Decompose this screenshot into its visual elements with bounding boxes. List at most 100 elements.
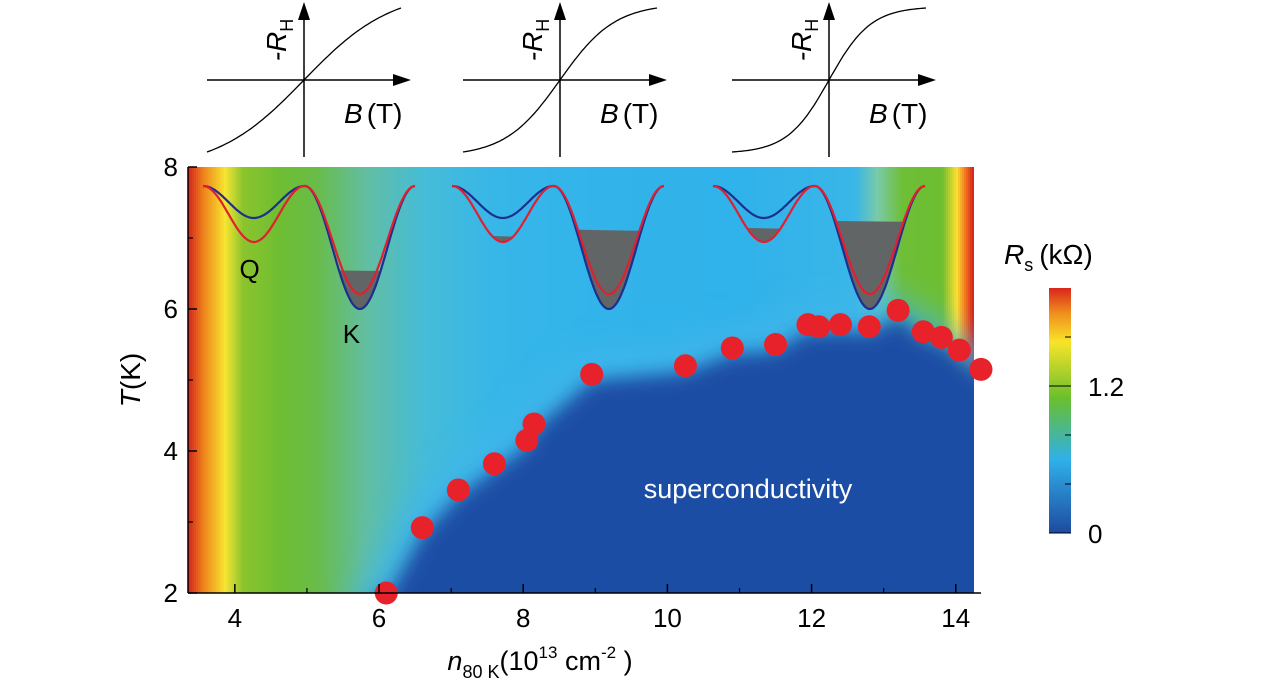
- heatmap-strip: [452, 167, 455, 593]
- heatmap-strip: [508, 167, 511, 593]
- x-axis-label-exp2: -2: [601, 643, 616, 662]
- heatmap-strip: [242, 167, 245, 593]
- k-valley-fill: [576, 229, 642, 309]
- y-axis-label: T(K): [115, 353, 146, 407]
- heatmap-strip: [444, 167, 447, 593]
- heatmap-strip: [262, 167, 265, 593]
- tc-points: [374, 298, 993, 605]
- heatmap-strip: [360, 167, 363, 593]
- heatmap-strip: [204, 167, 207, 593]
- heatmap-strip: [240, 167, 243, 593]
- heatmap-strip: [286, 167, 289, 593]
- heatmap-strip: [206, 167, 209, 593]
- heatmap-strip: [356, 167, 359, 593]
- heatmap-strip: [266, 167, 269, 593]
- heatmap-strip: [512, 167, 515, 593]
- heatmap-strip: [270, 167, 273, 593]
- heatmap-strip: [200, 167, 203, 593]
- heatmap-strip: [446, 167, 449, 593]
- heatmap-strip: [516, 167, 519, 593]
- heatmap-strip: [346, 167, 349, 593]
- heatmap-strip: [314, 167, 317, 593]
- heatmap-strip: [532, 167, 535, 593]
- heatmap-strip: [504, 167, 507, 593]
- heatmap-strip: [470, 167, 473, 593]
- heatmap-strip: [284, 167, 287, 593]
- heatmap-strip: [216, 167, 219, 593]
- tc-point: [720, 336, 744, 360]
- heatmap-strip: [268, 167, 271, 593]
- heatmap-strip: [418, 167, 421, 593]
- hall-x-label: B (T): [869, 98, 927, 129]
- heatmap-strip: [210, 167, 213, 593]
- heatmap-strip: [514, 167, 517, 593]
- heatmap-strip: [288, 167, 291, 593]
- x-axis-label-main: n: [447, 646, 462, 676]
- heatmap-strip: [352, 167, 355, 593]
- band-curve-red: [202, 184, 416, 296]
- hall-x-arrow: [393, 74, 411, 86]
- heatmap-strip: [484, 167, 487, 593]
- q-valley-fill: [747, 228, 781, 242]
- x-tick-label: 6: [372, 603, 386, 633]
- heatmap-strip: [218, 167, 221, 593]
- heatmap-strip: [410, 167, 413, 593]
- heatmap-strip: [316, 167, 319, 593]
- tc-point: [947, 338, 971, 362]
- hall-x-label-units: (T): [367, 98, 403, 129]
- colorbar-label-main: R: [1004, 239, 1024, 270]
- heatmap-strip: [310, 167, 313, 593]
- heatmap-strip: [254, 167, 257, 593]
- heatmap-strip: [456, 167, 459, 593]
- heatmap-strip: [236, 167, 239, 593]
- x-axis-label-units-mid: cm: [557, 646, 601, 676]
- heatmap-strip: [428, 167, 431, 593]
- hall-x-arrow: [918, 74, 936, 86]
- heatmap-strip: [244, 167, 247, 593]
- heatmap-strip: [300, 167, 303, 593]
- heatmap-strip: [274, 167, 277, 593]
- band-curve-red: [712, 184, 926, 296]
- hall-x-label: B (T): [600, 98, 658, 129]
- heatmap-strip: [396, 167, 399, 593]
- band-inset: QK: [202, 184, 416, 349]
- heatmap-strip: [350, 167, 353, 593]
- heatmap-strip: [328, 167, 331, 593]
- heatmap-strip: [462, 167, 465, 593]
- hall-x-label-units: (T): [623, 98, 659, 129]
- heatmap-strip: [442, 167, 445, 593]
- heatmap-strip: [332, 167, 335, 593]
- heatmap-strip: [376, 167, 379, 593]
- valley-label-k: K: [343, 319, 361, 349]
- colorbar-label-sub: s: [1024, 255, 1033, 275]
- band-inset: [451, 184, 665, 311]
- tc-point: [673, 354, 697, 378]
- heatmap-strip: [342, 167, 345, 593]
- hall-x-label-main: B: [869, 98, 888, 129]
- heatmap-strip: [228, 167, 231, 593]
- hall-y-label-sub: H: [533, 19, 553, 32]
- y-tick-label: 4: [164, 436, 178, 466]
- heatmap-strip: [490, 167, 493, 593]
- hall-x-label-main: B: [600, 98, 619, 129]
- heatmap-strip: [252, 167, 255, 593]
- tc-point: [807, 315, 831, 339]
- heatmap-strip: [298, 167, 301, 593]
- heatmap-strip: [308, 167, 311, 593]
- heatmap-strip: [422, 167, 425, 593]
- x-axis-label-units-post: ): [616, 646, 633, 676]
- hall-x-arrow: [649, 74, 667, 86]
- heatmap-strip: [194, 167, 197, 593]
- hall-y-label: -RH: [786, 19, 822, 62]
- colorbar: Rs (kΩ) 0 1.2: [1004, 239, 1124, 549]
- heatmap-strip: [454, 167, 457, 593]
- axes: 4 6 8 10 12 14 2 4 6 8: [164, 152, 981, 633]
- heatmap-strip: [404, 167, 407, 593]
- heatmap-strip: [234, 167, 237, 593]
- hall-inset: -RH B (T): [206, 2, 411, 157]
- tc-point: [482, 452, 506, 476]
- heatmap-strip: [348, 167, 351, 593]
- colorbar-label: Rs (kΩ): [1004, 239, 1093, 275]
- heatmap-strip: [528, 167, 531, 593]
